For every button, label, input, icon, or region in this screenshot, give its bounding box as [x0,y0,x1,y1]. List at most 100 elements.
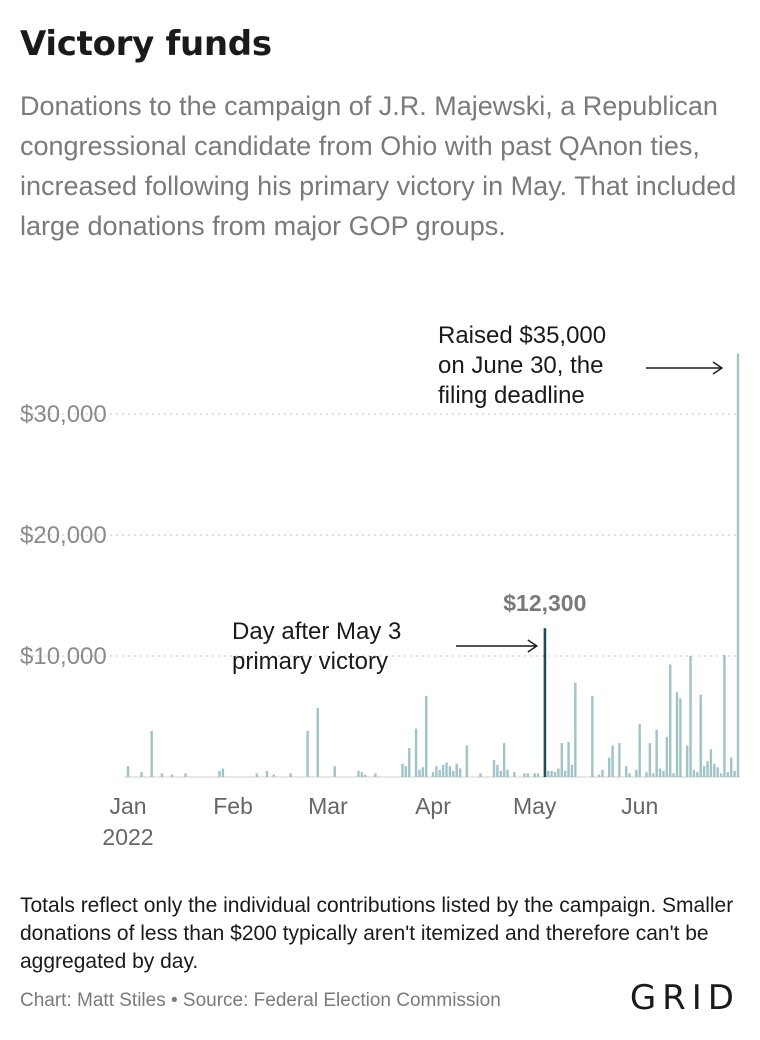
bar [499,770,502,777]
bar [662,770,665,777]
y-tick-label: $20,000 [20,522,107,549]
bar [601,769,604,777]
bar [218,770,221,777]
bar [591,695,594,777]
bar [628,773,631,777]
credit-line: Chart: Matt Stiles • Source: Federal Ele… [20,990,501,1011]
annotation-filing-deadline: Raised $35,000 [438,322,606,349]
bar [360,772,364,777]
bar [523,773,526,777]
bar [702,766,706,777]
bar [574,682,577,777]
bar [496,764,499,777]
bar [713,763,716,777]
bar [665,737,669,777]
bar [730,757,733,777]
bar [669,664,672,777]
bar [533,773,536,777]
bar [553,772,557,777]
data-label-peak: $12,300 [503,590,586,616]
bar [618,743,621,777]
annotation-arrow-head [712,361,724,375]
y-tick-label: $30,000 [20,401,107,428]
bars [126,353,740,777]
annotation-primary-victory: primary victory [232,648,388,675]
bar [431,772,435,777]
bar [716,767,719,777]
bar [448,766,452,777]
bar [563,770,567,777]
bar [492,760,496,777]
bar [316,708,319,777]
bar [452,770,455,777]
x-tick-label: Feb [213,793,253,819]
bar [401,763,404,777]
bar [445,762,448,777]
bar [160,773,164,777]
bar [479,773,482,777]
bar [455,763,458,777]
bar [418,769,421,777]
bar [265,770,269,777]
bar [272,774,275,777]
bar [672,773,675,777]
grid-logo: GRID [629,978,740,1018]
bar [635,769,638,777]
bar [170,774,174,777]
bar [425,695,428,777]
donations-bar-chart: $10,000 $20,000 $30,000 Jan 2022 Feb Mar Apr Ma… [20,322,740,850]
bar [438,769,441,777]
bar [404,766,408,777]
gridlines [20,413,740,778]
bar [679,698,682,777]
bar [357,770,360,777]
bar [733,770,736,777]
bar [458,768,462,777]
y-tick-label: $10,000 [20,643,107,670]
bar [441,764,445,777]
bar [333,766,336,777]
bar [221,768,225,777]
annotation-filing-deadline: on June 30, the [438,352,603,379]
chart-title: Victory funds [20,24,272,64]
bar [570,764,574,777]
x-axis-ticks: Jan 2022 Feb Mar Apr May Jun [102,793,658,850]
annotation-arrow-head [527,639,539,653]
bar [624,766,628,777]
bar [648,743,652,777]
bar [140,772,143,777]
bar [289,773,292,777]
bar [557,768,560,777]
x-tick-label: May [513,793,557,819]
x-tick-label: Jun [621,793,658,819]
bar [506,769,509,777]
footnote: Totals reflect only the individual contr… [20,894,734,973]
bar [706,761,709,777]
bar [465,745,469,777]
bar [696,772,699,777]
bar [655,729,658,777]
bar [536,773,540,777]
bar [719,773,723,777]
bar [726,772,730,777]
y-axis-ticks: $10,000 $20,000 $30,000 [20,401,107,670]
bar [547,770,550,777]
bar [255,773,258,777]
bar [597,774,601,777]
bar [408,747,411,777]
bar [709,749,713,777]
annotation-filing-deadline: filing deadline [438,382,585,409]
x-tick-sublabel: 2022 [102,824,153,850]
bar [374,773,377,777]
chart-subtitle: Donations to the campaign of J.R. Majews… [20,91,737,241]
bar [658,768,662,777]
bar [567,741,570,777]
bar-highlight [543,628,547,777]
bar [364,774,367,777]
bar [560,743,563,777]
bar [608,757,611,777]
x-tick-label: Mar [308,793,348,819]
bar [421,767,425,777]
bar [150,731,153,777]
bar [675,692,679,777]
